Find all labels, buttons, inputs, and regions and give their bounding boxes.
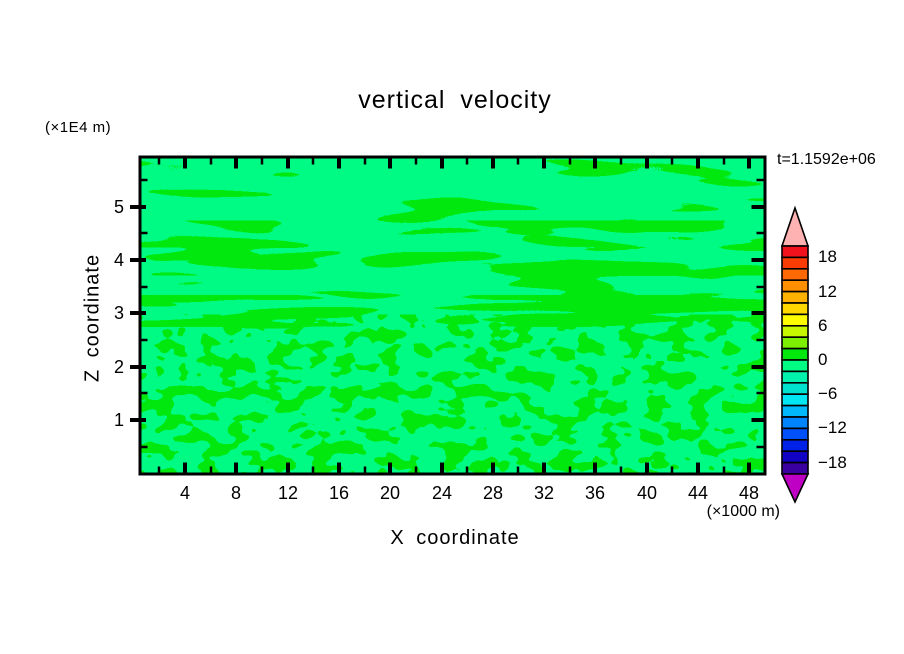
- colorbar-tick-label: 0: [818, 350, 828, 369]
- y-major-ticks-left: [130, 205, 146, 422]
- colorbar-cell: [781, 347, 809, 361]
- x-axis-tick-label: 12: [277, 483, 299, 503]
- y-major-ticks-right: [751, 205, 764, 422]
- y-axis-units-label: (×1E4 m): [45, 119, 112, 136]
- chart-title: vertical velocity: [358, 86, 552, 114]
- x-axis-tick-label: 8: [230, 483, 241, 503]
- x-axis-tick-label: 20: [379, 483, 401, 503]
- colorbar-cell: [781, 256, 809, 270]
- x-axis-tick-label: 32: [533, 483, 555, 503]
- colorbar-cell: [781, 302, 809, 316]
- colorbar: [780, 205, 810, 504]
- colorbar-tick-label: −18: [818, 453, 847, 472]
- colorbar-tick-label: −6: [818, 384, 838, 403]
- x-axis-tick-label: 48: [738, 483, 760, 503]
- colorbar-tick-label: 6: [818, 316, 828, 335]
- x-axis-tick-label: 28: [482, 483, 504, 503]
- y-axis-tick-label: 1: [113, 410, 124, 430]
- colorbar-over-triangle: [780, 205, 810, 247]
- colorbar-tick-label: 12: [818, 282, 837, 301]
- colorbar-cell: [781, 245, 809, 259]
- colorbar-under-triangle: [780, 473, 810, 504]
- colorbar-cell: [781, 370, 809, 384]
- x-axis-tick-label: 44: [687, 483, 709, 503]
- colorbar-cell: [781, 313, 809, 327]
- colorbar-cell: [781, 450, 809, 464]
- contour-field: [140, 157, 765, 474]
- field-turquoise-specks: [140, 228, 765, 474]
- x-axis-tick-label: 4: [179, 483, 190, 503]
- time-annotation: t=1.1592e+06: [777, 151, 876, 168]
- colorbar-cell: [781, 267, 809, 281]
- colorbar-cell: [781, 279, 809, 293]
- axis-ticks: [130, 158, 764, 473]
- x-axis-tick-label: 16: [328, 483, 350, 503]
- y-axis-tick-label: 5: [113, 197, 124, 217]
- colorbar-cell: [781, 438, 809, 452]
- colorbar-cell: [781, 336, 809, 350]
- x-axis-tick-label: 24: [431, 483, 453, 503]
- colorbar-tick-label: 18: [818, 247, 837, 266]
- colorbar-cell: [781, 393, 809, 407]
- x-major-ticks-top: [183, 158, 751, 169]
- plot-border: [138, 155, 767, 476]
- y-minor-ticks-left: [141, 178, 148, 449]
- y-axis-tick-label: 3: [113, 303, 124, 323]
- y-axis-tick-label: 2: [113, 357, 124, 377]
- y-axis-tick-label: 4: [113, 250, 124, 270]
- x-major-ticks-bottom: [183, 462, 751, 473]
- x-minor-ticks-top: [157, 158, 726, 165]
- colorbar-cell: [781, 461, 809, 475]
- colorbar-cell: [781, 381, 809, 395]
- colorbar-cell: [781, 427, 809, 441]
- colorbar-cell: [781, 416, 809, 430]
- y-minor-ticks-right: [756, 178, 764, 449]
- x-axis-tick-label: 40: [636, 483, 658, 503]
- x-minor-ticks-bottom: [157, 466, 726, 473]
- x-axis-units-label: (×1000 m): [706, 503, 780, 520]
- colorbar-cell: [781, 359, 809, 373]
- colorbar-cell: [781, 324, 809, 338]
- x-axis-title: X coordinate: [390, 527, 520, 549]
- colorbar-cell: [781, 404, 809, 418]
- x-axis-tick-label: 36: [584, 483, 606, 503]
- colorbar-cell: [781, 290, 809, 304]
- colorbar-tick-label: −12: [818, 418, 847, 437]
